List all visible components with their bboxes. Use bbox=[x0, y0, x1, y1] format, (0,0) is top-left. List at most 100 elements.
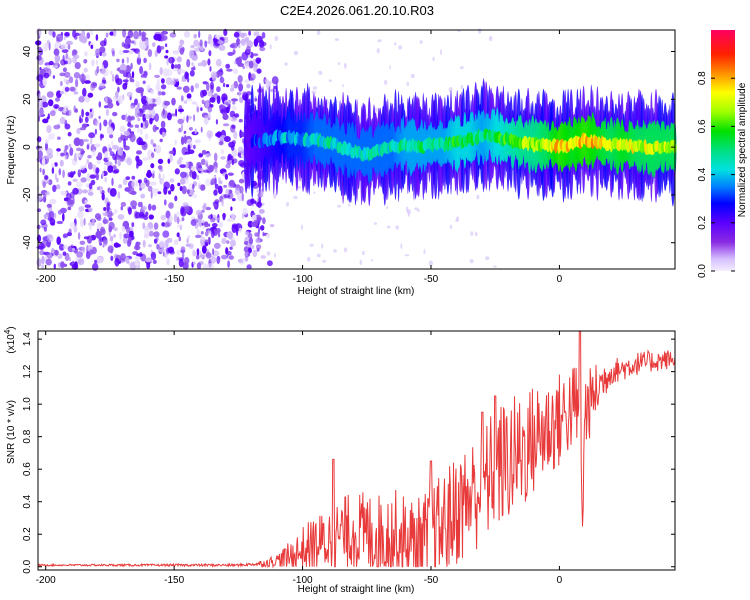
noise-speckle bbox=[122, 178, 128, 186]
noise-speckle bbox=[136, 56, 142, 65]
noise-speckle bbox=[216, 255, 221, 265]
noise-speckle bbox=[221, 198, 224, 207]
noise-speckle bbox=[193, 39, 199, 47]
noise-speckle bbox=[99, 186, 103, 194]
noise-speckle bbox=[190, 45, 195, 49]
noise-speckle bbox=[105, 32, 109, 38]
noise-speckle bbox=[191, 101, 197, 105]
noise-speckle bbox=[77, 169, 82, 178]
noise-speckle bbox=[131, 179, 138, 189]
noise-speckle bbox=[39, 167, 42, 173]
noise-speckle bbox=[90, 44, 94, 50]
noise-speckle bbox=[81, 246, 86, 253]
noise-speckle bbox=[76, 181, 83, 188]
noise-speckle bbox=[76, 153, 81, 158]
noise-speckle bbox=[252, 53, 259, 57]
noise-speckle bbox=[217, 40, 224, 45]
noise-speckle bbox=[172, 50, 180, 55]
noise-speckle bbox=[207, 214, 213, 220]
noise-speckle bbox=[136, 241, 141, 246]
noise-speckle bbox=[45, 138, 49, 145]
noise-speckle bbox=[72, 29, 77, 38]
noise-speckle bbox=[99, 122, 102, 131]
noise-speckle bbox=[293, 195, 298, 200]
noise-speckle bbox=[321, 243, 324, 249]
noise-speckle bbox=[128, 124, 134, 128]
noise-speckle bbox=[164, 239, 169, 247]
noise-speckle bbox=[205, 251, 212, 259]
noise-speckle bbox=[293, 50, 299, 56]
noise-speckle bbox=[400, 243, 403, 250]
noise-speckle bbox=[144, 133, 149, 140]
noise-speckle bbox=[470, 231, 474, 236]
noise-speckle bbox=[88, 182, 93, 190]
noise-speckle bbox=[52, 75, 56, 79]
spectrogram-x-tick-label: -200 bbox=[36, 274, 56, 285]
noise-speckle bbox=[192, 261, 196, 265]
noise-speckle bbox=[254, 200, 257, 205]
noise-speckle bbox=[209, 97, 216, 103]
noise-speckle bbox=[107, 156, 111, 161]
noise-speckle bbox=[83, 67, 88, 73]
noise-speckle bbox=[459, 66, 464, 70]
noise-speckle bbox=[166, 258, 170, 266]
noise-speckle bbox=[81, 36, 88, 44]
noise-speckle bbox=[100, 134, 104, 139]
noise-speckle bbox=[154, 113, 159, 122]
noise-speckle bbox=[123, 145, 130, 151]
noise-speckle bbox=[163, 186, 168, 195]
noise-speckle bbox=[194, 139, 201, 144]
noise-speckle bbox=[177, 182, 181, 187]
noise-speckle bbox=[241, 192, 244, 202]
noise-speckle bbox=[67, 131, 72, 137]
noise-speckle bbox=[239, 186, 244, 194]
noise-speckle bbox=[48, 211, 52, 219]
noise-speckle bbox=[41, 255, 45, 265]
spectrogram-y-tick-label: -20 bbox=[22, 187, 33, 202]
noise-speckle bbox=[228, 116, 233, 121]
noise-speckle bbox=[231, 105, 237, 111]
noise-speckle bbox=[222, 82, 226, 88]
noise-speckle bbox=[162, 230, 170, 238]
noise-speckle bbox=[171, 97, 176, 106]
noise-speckle bbox=[176, 249, 180, 256]
noise-speckle bbox=[158, 91, 162, 96]
noise-speckle bbox=[362, 250, 365, 256]
noise-speckle bbox=[168, 202, 174, 209]
noise-speckle bbox=[115, 243, 121, 248]
figure-title: C2E4.2026.061.20.10.R03 bbox=[280, 3, 434, 18]
noise-speckle bbox=[169, 178, 175, 183]
noise-speckle bbox=[239, 97, 244, 104]
noise-speckle bbox=[237, 62, 245, 67]
noise-speckle bbox=[237, 146, 244, 154]
noise-speckle bbox=[143, 71, 148, 79]
noise-speckle bbox=[344, 62, 347, 69]
noise-speckle bbox=[260, 225, 265, 231]
noise-speckle bbox=[284, 62, 288, 66]
spectrogram-y-tick-label: 40 bbox=[22, 46, 33, 58]
noise-speckle bbox=[161, 131, 167, 137]
noise-speckle bbox=[130, 115, 135, 121]
noise-speckle bbox=[42, 43, 48, 52]
noise-speckle bbox=[213, 242, 221, 249]
noise-speckle bbox=[123, 130, 130, 136]
noise-speckle bbox=[73, 91, 79, 95]
noise-speckle bbox=[223, 184, 228, 188]
noise-speckle bbox=[192, 183, 195, 190]
noise-speckle bbox=[136, 150, 142, 155]
colorbar-tick-label: 0.4 bbox=[697, 167, 708, 181]
noise-speckle bbox=[160, 120, 166, 129]
noise-speckle bbox=[87, 191, 94, 196]
noise-speckle bbox=[203, 202, 207, 210]
noise-speckle bbox=[55, 97, 60, 102]
noise-speckle bbox=[200, 126, 203, 133]
noise-speckle bbox=[99, 46, 106, 53]
noise-speckle bbox=[113, 234, 116, 238]
noise-speckle bbox=[181, 185, 187, 195]
noise-speckle bbox=[166, 57, 169, 66]
noise-speckle bbox=[266, 251, 271, 256]
noise-speckle bbox=[69, 221, 76, 229]
noise-speckle bbox=[136, 159, 143, 167]
noise-speckle bbox=[68, 143, 72, 148]
